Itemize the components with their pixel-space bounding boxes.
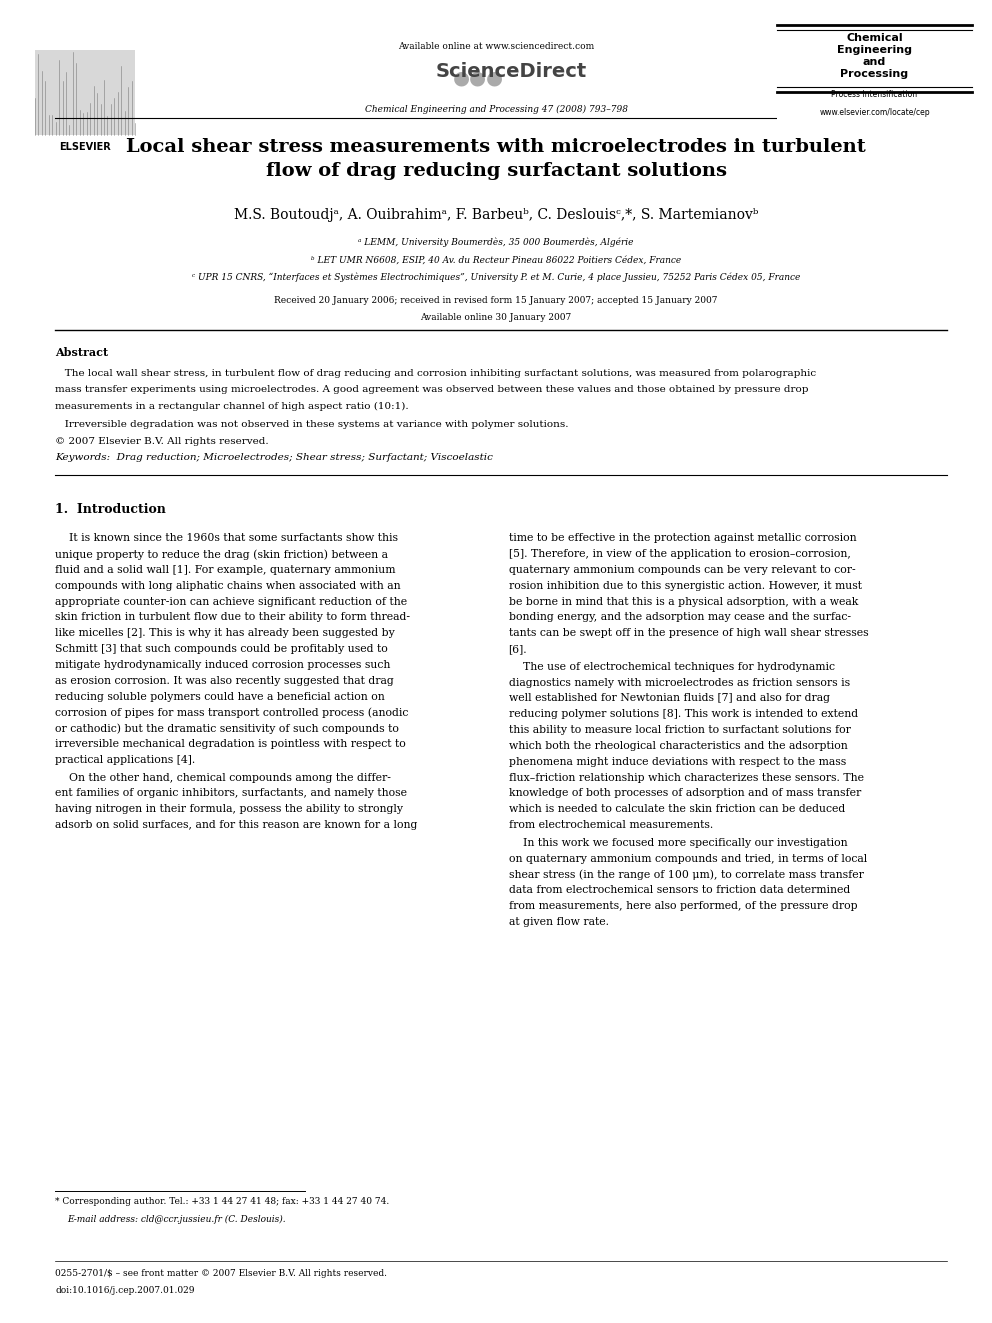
Text: rosion inhibition due to this synergistic action. However, it must: rosion inhibition due to this synergisti…: [509, 581, 861, 591]
Text: ScienceDirect: ScienceDirect: [435, 62, 586, 81]
Text: as erosion corrosion. It was also recently suggested that drag: as erosion corrosion. It was also recent…: [55, 676, 394, 685]
Text: www.elsevier.com/locate/cep: www.elsevier.com/locate/cep: [819, 108, 930, 116]
Text: practical applications [4].: practical applications [4].: [55, 754, 195, 765]
Text: mitigate hydrodynamically induced corrosion processes such: mitigate hydrodynamically induced corros…: [55, 660, 391, 669]
Text: be borne in mind that this is a physical adsorption, with a weak: be borne in mind that this is a physical…: [509, 597, 858, 607]
Text: irreversible mechanical degradation is pointless with respect to: irreversible mechanical degradation is p…: [55, 740, 406, 749]
Text: like micelles [2]. This is why it has already been suggested by: like micelles [2]. This is why it has al…: [55, 628, 395, 638]
Text: On the other hand, chemical compounds among the differ-: On the other hand, chemical compounds am…: [55, 773, 391, 782]
Text: having nitrogen in their formula, possess the ability to strongly: having nitrogen in their formula, posses…: [55, 804, 403, 814]
Text: Available online 30 January 2007: Available online 30 January 2007: [421, 312, 571, 321]
Text: corrosion of pipes for mass transport controlled process (anodic: corrosion of pipes for mass transport co…: [55, 708, 409, 718]
Text: fluid and a solid wall [1]. For example, quaternary ammonium: fluid and a solid wall [1]. For example,…: [55, 565, 396, 576]
Text: shear stress (in the range of 100 μm), to correlate mass transfer: shear stress (in the range of 100 μm), t…: [509, 869, 863, 880]
Text: at given flow rate.: at given flow rate.: [509, 917, 608, 926]
Text: It is known since the 1960s that some surfactants show this: It is known since the 1960s that some su…: [55, 533, 398, 544]
Text: Irreversible degradation was not observed in these systems at variance with poly: Irreversible degradation was not observe…: [55, 421, 568, 430]
Text: [5]. Therefore, in view of the application to erosion–corrosion,: [5]. Therefore, in view of the applicati…: [509, 549, 850, 560]
Text: tants can be swept off in the presence of high wall shear stresses: tants can be swept off in the presence o…: [509, 628, 868, 638]
Text: Abstract: Abstract: [55, 347, 108, 359]
Text: or cathodic) but the dramatic sensitivity of such compounds to: or cathodic) but the dramatic sensitivit…: [55, 724, 399, 734]
Text: ᵃ LEMM, University Boumerdès, 35 000 Boumerdès, Algérie: ᵃ LEMM, University Boumerdès, 35 000 Bou…: [358, 238, 634, 247]
Text: Process Intensification: Process Intensification: [831, 90, 918, 99]
Text: ●●●: ●●●: [452, 67, 504, 87]
Text: phenomena might induce deviations with respect to the mass: phenomena might induce deviations with r…: [509, 757, 846, 767]
Text: flux–friction relationship which characterizes these sensors. The: flux–friction relationship which charact…: [509, 773, 863, 782]
Text: well established for Newtonian fluids [7] and also for drag: well established for Newtonian fluids [7…: [509, 693, 829, 704]
Text: adsorb on solid surfaces, and for this reason are known for a long: adsorb on solid surfaces, and for this r…: [55, 820, 418, 830]
Text: skin friction in turbulent flow due to their ability to form thread-: skin friction in turbulent flow due to t…: [55, 613, 410, 623]
Text: M.S. Boutoudjᵃ, A. Ouibrahimᵃ, F. Barbeuᵇ, C. Deslouisᶜ,*, S. Martemianovᵇ: M.S. Boutoudjᵃ, A. Ouibrahimᵃ, F. Barbeu…: [234, 208, 758, 222]
Text: bonding energy, and the adsorption may cease and the surfac-: bonding energy, and the adsorption may c…: [509, 613, 850, 623]
Text: from electrochemical measurements.: from electrochemical measurements.: [509, 820, 712, 830]
Text: data from electrochemical sensors to friction data determined: data from electrochemical sensors to fri…: [509, 885, 850, 896]
Text: E-mail address: cld@ccr.jussieu.fr (C. Deslouis).: E-mail address: cld@ccr.jussieu.fr (C. D…: [67, 1215, 286, 1224]
Text: diagnostics namely with microelectrodes as friction sensors is: diagnostics namely with microelectrodes …: [509, 677, 849, 688]
Text: reducing polymer solutions [8]. This work is intended to extend: reducing polymer solutions [8]. This wor…: [509, 709, 858, 720]
Text: time to be effective in the protection against metallic corrosion: time to be effective in the protection a…: [509, 533, 856, 544]
Text: Received 20 January 2006; received in revised form 15 January 2007; accepted 15 : Received 20 January 2006; received in re…: [274, 296, 718, 306]
Text: ent families of organic inhibitors, surfactants, and namely those: ent families of organic inhibitors, surf…: [55, 789, 407, 798]
Text: reducing soluble polymers could have a beneficial action on: reducing soluble polymers could have a b…: [55, 692, 385, 701]
Text: from measurements, here also performed, of the pressure drop: from measurements, here also performed, …: [509, 901, 857, 912]
Bar: [777, 25, 972, 124]
Text: Keywords:  Drag reduction; Microelectrodes; Shear stress; Surfactant; Viscoelast: Keywords: Drag reduction; Microelectrode…: [55, 454, 493, 463]
Text: ELSEVIER: ELSEVIER: [60, 142, 111, 152]
Text: doi:10.1016/j.cep.2007.01.029: doi:10.1016/j.cep.2007.01.029: [55, 1286, 194, 1295]
Text: on quaternary ammonium compounds and tried, in terms of local: on quaternary ammonium compounds and tri…: [509, 853, 867, 864]
Text: Local shear stress measurements with microelectrodes in turbulent
flow of drag r: Local shear stress measurements with mic…: [126, 138, 866, 180]
Text: 0255-2701/$ – see front matter © 2007 Elsevier B.V. All rights reserved.: 0255-2701/$ – see front matter © 2007 El…: [55, 1269, 387, 1278]
Text: ᶜ UPR 15 CNRS, “Interfaces et Systèmes Electrochimiques”, University P. et M. Cu: ᶜ UPR 15 CNRS, “Interfaces et Systèmes E…: [191, 273, 801, 283]
Text: The local wall shear stress, in turbulent flow of drag reducing and corrosion in: The local wall shear stress, in turbulen…: [55, 369, 816, 378]
Text: quaternary ammonium compounds can be very relevant to cor-: quaternary ammonium compounds can be ver…: [509, 565, 855, 576]
Text: ᵇ LET UMR N6608, ESIP, 40 Av. du Recteur Pineau 86022 Poitiers Cédex, France: ᵇ LET UMR N6608, ESIP, 40 Av. du Recteur…: [310, 255, 682, 265]
Text: © 2007 Elsevier B.V. All rights reserved.: © 2007 Elsevier B.V. All rights reserved…: [55, 437, 269, 446]
Text: mass transfer experiments using microelectrodes. A good agreement was observed b: mass transfer experiments using microele…: [55, 385, 808, 394]
Text: this ability to measure local friction to surfactant solutions for: this ability to measure local friction t…: [509, 725, 850, 736]
Text: Chemical
Engineering
and
Processing: Chemical Engineering and Processing: [837, 33, 912, 79]
Text: The use of electrochemical techniques for hydrodynamic: The use of electrochemical techniques fo…: [509, 662, 834, 672]
Text: knowledge of both processes of adsorption and of mass transfer: knowledge of both processes of adsorptio…: [509, 789, 861, 798]
Text: unique property to reduce the drag (skin friction) between a: unique property to reduce the drag (skin…: [55, 549, 388, 560]
Text: Schmitt [3] that such compounds could be profitably used to: Schmitt [3] that such compounds could be…: [55, 644, 388, 654]
Text: Chemical Engineering and Processing 47 (2008) 793–798: Chemical Engineering and Processing 47 (…: [364, 105, 628, 114]
Text: compounds with long aliphatic chains when associated with an: compounds with long aliphatic chains whe…: [55, 581, 401, 591]
Text: which both the rheological characteristics and the adsorption: which both the rheological characteristi…: [509, 741, 847, 751]
Text: * Corresponding author. Tel.: +33 1 44 27 41 48; fax: +33 1 44 27 40 74.: * Corresponding author. Tel.: +33 1 44 2…: [55, 1197, 389, 1207]
Text: In this work we focused more specifically our investigation: In this work we focused more specificall…: [509, 837, 847, 848]
Text: Available online at www.sciencedirect.com: Available online at www.sciencedirect.co…: [398, 42, 594, 52]
Bar: [35, 50, 135, 135]
Text: 1.  Introduction: 1. Introduction: [55, 504, 166, 516]
Text: which is needed to calculate the skin friction can be deduced: which is needed to calculate the skin fr…: [509, 804, 845, 814]
Text: measurements in a rectangular channel of high aspect ratio (10:1).: measurements in a rectangular channel of…: [55, 402, 409, 411]
Text: [6].: [6].: [509, 644, 527, 654]
Text: appropriate counter-ion can achieve significant reduction of the: appropriate counter-ion can achieve sign…: [55, 597, 407, 607]
